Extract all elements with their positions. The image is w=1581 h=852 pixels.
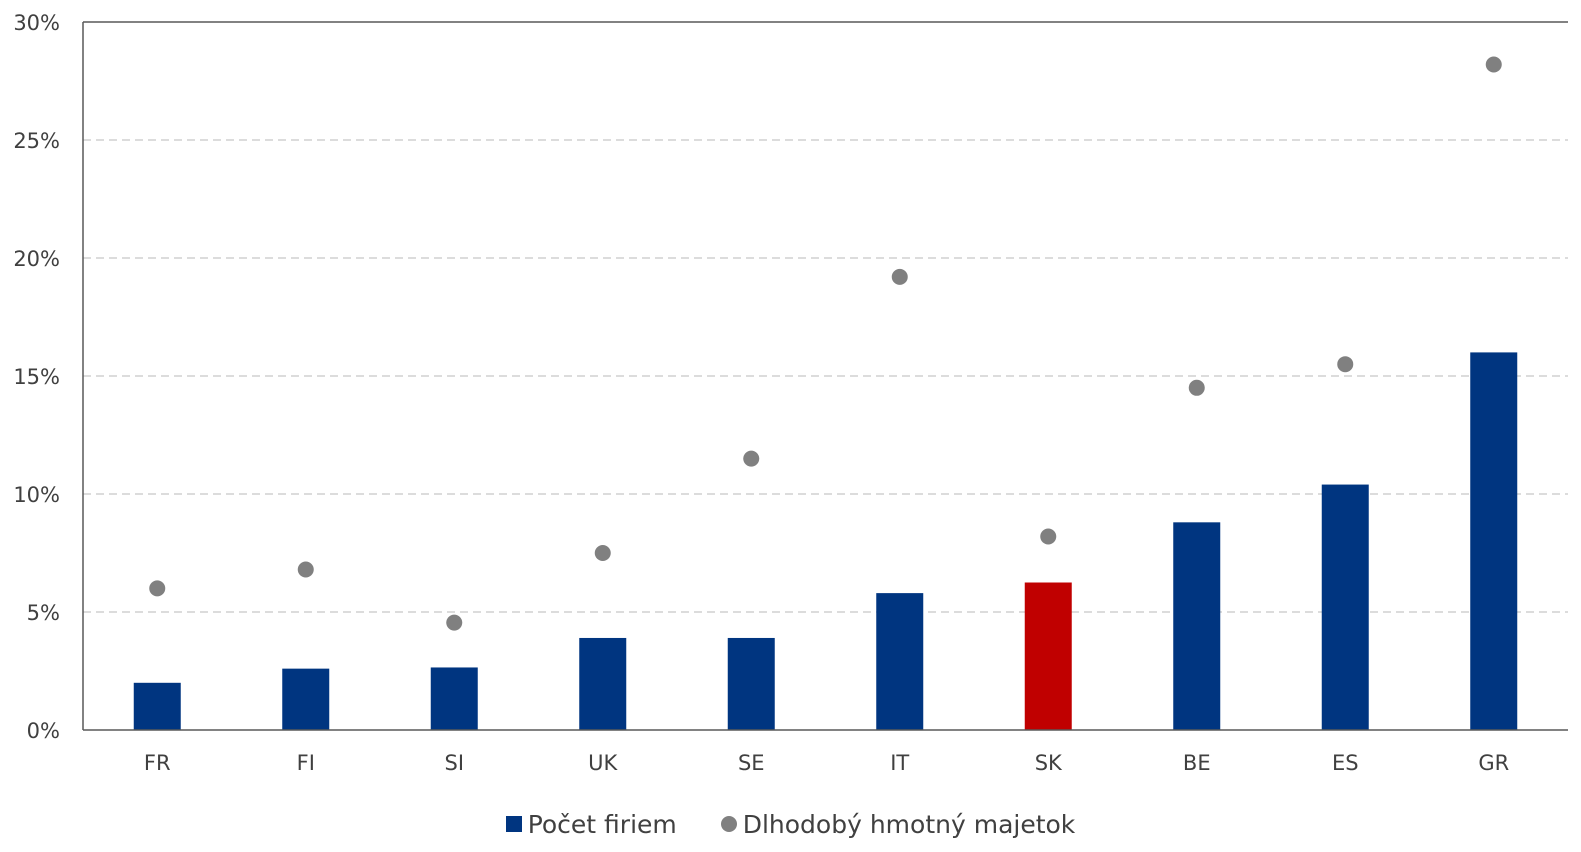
bar-FR	[133, 682, 181, 730]
dot-UK	[594, 545, 611, 561]
x-tick-label: SI	[444, 751, 464, 775]
bar-ES	[1321, 484, 1369, 730]
y-axis-ticks: 0% 5% 10% 15% 20% 25% 30%	[13, 11, 60, 743]
dot-SI	[446, 614, 463, 631]
dot-SK	[1040, 528, 1057, 545]
x-tick-label: UK	[588, 751, 618, 775]
y-tick-label: 25%	[13, 129, 60, 153]
x-tick-label: SK	[1035, 751, 1063, 775]
dot-series	[149, 56, 1502, 631]
bar-FI	[282, 668, 330, 730]
legend-swatch-bars	[505, 816, 522, 832]
x-tick-label: SE	[738, 751, 765, 775]
x-tick-label: FI	[297, 751, 315, 775]
y-tick-label: 0%	[27, 719, 60, 743]
y-tick-label: 15%	[13, 365, 60, 389]
y-tick-label: 20%	[13, 247, 60, 271]
legend-swatch-dots	[720, 816, 737, 832]
x-tick-label: IT	[890, 751, 909, 775]
bar-IT	[876, 593, 924, 730]
y-tick-label: 30%	[13, 11, 60, 35]
x-tick-label: GR	[1478, 751, 1509, 775]
x-axis-ticks: FR FI SI UK SE IT SK BE ES GR	[144, 751, 1509, 775]
x-tick-label: FR	[144, 751, 171, 775]
dot-IT	[891, 268, 908, 285]
legend-label-bars: Počet firiem	[527, 810, 677, 839]
legend-item-dots: Dlhodobý hmotný majetok	[720, 810, 1076, 839]
legend-item-bars: Počet firiem	[505, 810, 677, 839]
x-tick-label: BE	[1183, 751, 1211, 775]
legend: Počet firiem Dlhodobý hmotný majetok	[0, 810, 1581, 839]
x-tick-label: ES	[1332, 751, 1359, 775]
bar-SK	[1024, 582, 1072, 730]
dot-SE	[743, 450, 760, 467]
y-tick-label: 10%	[13, 483, 60, 507]
bar-series	[133, 352, 1518, 730]
gridlines	[83, 21, 1568, 613]
dot-FR	[149, 580, 166, 597]
dot-BE	[1188, 379, 1205, 396]
dot-GR	[1485, 56, 1502, 73]
legend-label-dots: Dlhodobý hmotný majetok	[742, 810, 1076, 839]
dot-FI	[297, 561, 314, 578]
dot-ES	[1337, 356, 1354, 373]
y-tick-label: 5%	[27, 601, 60, 625]
bar-GR	[1470, 352, 1518, 730]
bar-BE	[1173, 522, 1221, 730]
bar-UK	[579, 637, 627, 730]
bar-SI	[430, 667, 478, 730]
bar-SE	[727, 637, 775, 730]
